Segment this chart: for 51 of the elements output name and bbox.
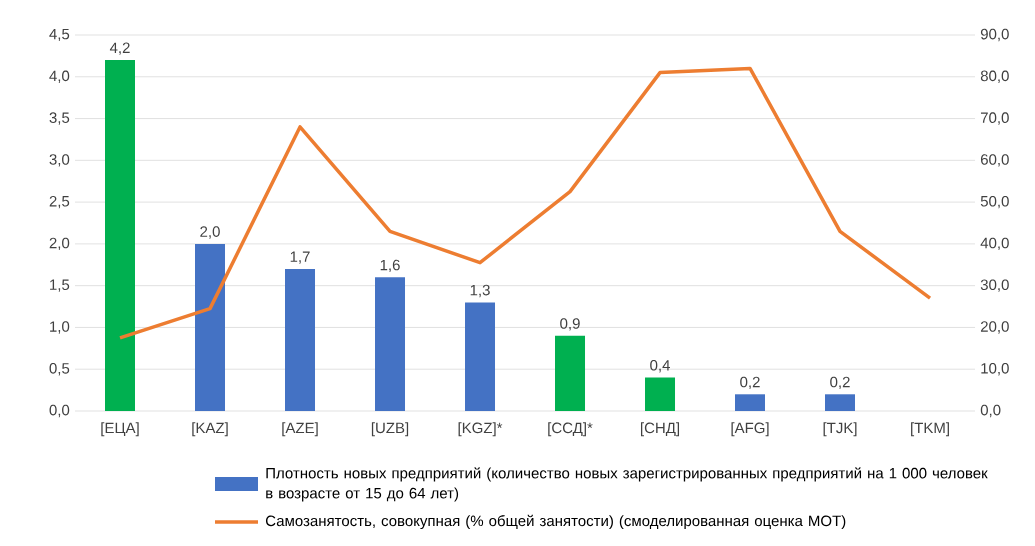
y2-tick-label: 80,0: [980, 70, 1009, 83]
x-tick-label: [KAZ]: [192, 422, 228, 437]
data-label: 0,2: [830, 376, 850, 390]
bar: [465, 302, 496, 411]
data-label: 1,7: [290, 251, 310, 264]
y-tick-label: 0,0: [49, 404, 70, 418]
bar: [645, 377, 676, 411]
bar: [375, 277, 406, 411]
x-tick-label: [TKM]: [911, 422, 949, 437]
bar: [555, 335, 586, 411]
bar: [195, 243, 225, 411]
data-label: 1,3: [470, 284, 490, 298]
x-tick-label: [ЕЦА]: [101, 422, 139, 437]
y-tick-label: 0,5: [49, 363, 70, 376]
y2-tick-label: 70,0: [980, 112, 1009, 125]
line-series: [118, 66, 932, 340]
y-tick-label: 4,5: [49, 28, 70, 42]
y2-tick-label: 60,0: [980, 154, 1009, 167]
y2-tick-label: 90,0: [980, 28, 1009, 42]
y-tick-label: 2,5: [49, 195, 70, 209]
x-tick-label: [ССД]*: [548, 422, 593, 437]
data-label: 2,0: [200, 226, 220, 239]
data-label: 4,2: [109, 42, 130, 55]
x-tick-label: [AFG]: [731, 422, 769, 437]
y-tick-label: 1,5: [50, 279, 70, 292]
bar: [735, 394, 766, 411]
y-tick-label: 3,5: [49, 112, 70, 125]
y2-tick-label: 30,0: [980, 279, 1009, 292]
y2-tick-label: 10,0: [981, 363, 1009, 376]
bar: [285, 268, 315, 411]
x-tick-label: [TJK]: [823, 422, 857, 437]
y-tick-label: 3,0: [49, 154, 70, 167]
y-tick-label: 2,0: [49, 237, 70, 251]
x-tick-label: [KGZ]*: [458, 422, 503, 437]
y2-tick-label: 50,0: [980, 195, 1009, 209]
x-tick-label: [СНД]: [640, 422, 680, 437]
legend-label: Плотность новых предприятий (количество новых зарегистрированных предприятий на 1 000 человек в возрасте от 15 до 64 лет): [266, 467, 988, 502]
data-label: 0,2: [740, 376, 760, 390]
data-label: 0,4: [650, 359, 670, 373]
legend-label: Самозанятость, совокупная (% общей занятости) (смоделированная оценка МОТ): [265, 514, 846, 530]
data-label: 0,9: [560, 318, 580, 331]
y2-tick-label: 40,0: [980, 237, 1009, 251]
data-label: 1,6: [380, 259, 400, 273]
x-tick-label: [UZB]: [371, 422, 409, 437]
bar: [825, 394, 856, 411]
x-tick-label: [AZE]: [282, 422, 318, 437]
y2-tick-label: 20,0: [980, 321, 1009, 334]
y-tick-label: 1,0: [50, 321, 70, 334]
bar: [105, 60, 135, 411]
y-tick-label: 4,0: [49, 70, 70, 83]
y2-tick-label: 0,0: [980, 404, 1001, 418]
